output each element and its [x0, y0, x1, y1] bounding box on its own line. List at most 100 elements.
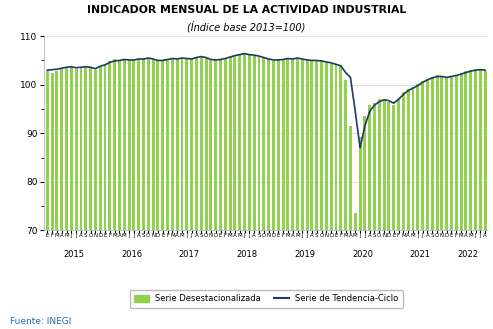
Bar [469, 70, 472, 230]
Text: 2017: 2017 [178, 250, 200, 259]
Text: 2018: 2018 [237, 250, 257, 259]
Bar [407, 89, 410, 230]
Bar [219, 59, 222, 230]
Bar [316, 61, 318, 230]
Text: INDICADOR MENSUAL DE LA ACTIVIDAD INDUSTRIAL: INDICADOR MENSUAL DE LA ACTIVIDAD INDUST… [87, 5, 406, 15]
Bar [464, 71, 467, 230]
Bar [455, 75, 458, 230]
Bar [272, 61, 275, 230]
Bar [431, 77, 434, 230]
Bar [234, 55, 236, 230]
Bar [282, 60, 284, 230]
Bar [238, 54, 241, 230]
Bar [344, 80, 347, 230]
Bar [108, 62, 111, 230]
Bar [436, 75, 438, 230]
Bar [363, 116, 366, 230]
Text: Fuente: INEGI: Fuente: INEGI [10, 317, 71, 326]
Bar [277, 60, 280, 230]
Bar [402, 92, 405, 230]
Bar [335, 65, 337, 230]
Bar [176, 60, 178, 230]
Bar [190, 60, 193, 230]
Bar [104, 64, 106, 230]
Bar [378, 99, 381, 230]
Bar [320, 62, 323, 230]
Bar [426, 79, 429, 230]
Bar [383, 100, 386, 230]
Legend: Serie Desestacionalizada, Serie de Tendencia-Ciclo: Serie Desestacionalizada, Serie de Tende… [130, 290, 403, 308]
Bar [286, 58, 289, 230]
Bar [325, 63, 328, 230]
Bar [84, 67, 87, 230]
Bar [484, 71, 487, 230]
Bar [74, 69, 77, 230]
Bar [185, 59, 188, 230]
Text: 2022: 2022 [458, 250, 479, 259]
Bar [171, 58, 174, 230]
Bar [195, 57, 198, 230]
Bar [387, 102, 390, 230]
Bar [368, 105, 371, 230]
Bar [253, 56, 256, 230]
Bar [205, 58, 208, 230]
Bar [311, 61, 314, 230]
Bar [70, 67, 73, 230]
Bar [354, 213, 357, 230]
Bar [479, 70, 482, 230]
Text: 2019: 2019 [294, 250, 315, 259]
Bar [118, 61, 121, 230]
Bar [89, 68, 92, 230]
Bar [445, 78, 448, 230]
Bar [51, 73, 54, 230]
Bar [421, 81, 424, 230]
Bar [142, 60, 145, 230]
Bar [417, 84, 419, 230]
Bar [65, 68, 68, 230]
Text: 2015: 2015 [63, 250, 84, 259]
Bar [291, 59, 294, 230]
Bar [180, 58, 183, 230]
Bar [79, 68, 82, 230]
Bar [301, 59, 304, 230]
Bar [330, 64, 333, 230]
Bar [133, 61, 135, 230]
Bar [243, 53, 246, 230]
Bar [60, 69, 63, 230]
Bar [229, 57, 232, 230]
Text: 2020: 2020 [352, 250, 373, 259]
Text: 2016: 2016 [121, 250, 142, 259]
Bar [147, 58, 150, 230]
Bar [113, 60, 116, 230]
Bar [358, 137, 361, 230]
Bar [152, 59, 155, 230]
Bar [137, 59, 140, 230]
Bar [267, 60, 270, 230]
Bar [450, 76, 453, 230]
Bar [55, 71, 58, 230]
Bar [99, 66, 102, 230]
Bar [166, 60, 169, 230]
Bar [392, 105, 395, 230]
Bar [210, 60, 212, 230]
Bar [459, 73, 462, 230]
Bar [200, 56, 203, 230]
Bar [94, 70, 97, 230]
Bar [161, 61, 164, 230]
Bar [214, 61, 217, 230]
Bar [412, 87, 415, 230]
Bar [349, 126, 352, 230]
Bar [46, 71, 49, 230]
Bar [397, 99, 400, 230]
Bar [156, 62, 159, 230]
Text: 2021: 2021 [410, 250, 431, 259]
Bar [440, 77, 443, 230]
Bar [224, 59, 227, 230]
Text: (Índice base 2013=100): (Índice base 2013=100) [187, 21, 306, 33]
Bar [248, 55, 251, 230]
Bar [123, 59, 126, 230]
Bar [262, 58, 265, 230]
Bar [128, 60, 131, 230]
Bar [474, 69, 477, 230]
Bar [339, 66, 342, 230]
